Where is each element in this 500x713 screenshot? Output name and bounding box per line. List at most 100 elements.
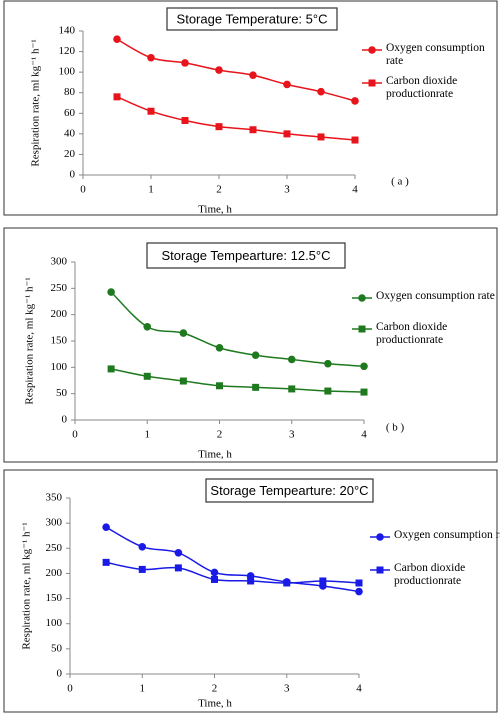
chart-title: Storage Tempearture: 12.5°C bbox=[162, 248, 331, 263]
data-point bbox=[288, 385, 296, 393]
data-point bbox=[252, 383, 260, 391]
data-point bbox=[351, 97, 359, 105]
x-axis-label: Time, h bbox=[198, 204, 232, 216]
legend-label: Oxygen consumption rate bbox=[386, 42, 485, 67]
title-box bbox=[146, 242, 346, 269]
y-tick-label: 20 bbox=[64, 148, 76, 160]
x-tick-label: 3 bbox=[284, 184, 290, 196]
annotation: ( b ) bbox=[386, 422, 405, 434]
title-box bbox=[205, 478, 374, 503]
x-tick-label: 0 bbox=[67, 683, 73, 695]
y-tick-label: 50 bbox=[51, 642, 63, 654]
data-point bbox=[107, 365, 115, 373]
data-point bbox=[283, 130, 291, 138]
x-tick-label: 2 bbox=[217, 429, 223, 441]
chart-title: Storage Tempearture: 20°C bbox=[210, 483, 368, 498]
legend-label: Carbon dioxide productionrate bbox=[394, 562, 466, 587]
data-point bbox=[247, 577, 255, 585]
panel-frame bbox=[3, 0, 498, 216]
data-point bbox=[360, 362, 368, 371]
data-point bbox=[181, 59, 189, 67]
legend-marker bbox=[358, 294, 366, 302]
y-axis-label: Respiration rate, ml kg⁻¹ h⁻¹ bbox=[24, 277, 36, 404]
legend-entry: Oxygen consumption rate bbox=[376, 290, 495, 302]
data-point bbox=[147, 107, 155, 115]
data-point bbox=[179, 329, 188, 337]
data-point bbox=[216, 382, 223, 390]
data-point bbox=[215, 123, 223, 131]
data-point bbox=[138, 542, 147, 551]
panel-frame bbox=[3, 227, 498, 463]
legend-label: Carbon dioxide productionrate bbox=[386, 75, 458, 100]
legend-entry: Carbon dioxide productionrate bbox=[386, 75, 458, 100]
y-tick-label: 200 bbox=[46, 567, 63, 579]
y-tick-label: 50 bbox=[56, 387, 68, 399]
y-tick-label: 140 bbox=[59, 25, 76, 37]
x-axis-label: Time, h bbox=[198, 449, 232, 461]
y-tick-label: 0 bbox=[70, 169, 76, 181]
x-axis-label: Time, h bbox=[198, 698, 232, 710]
data-point bbox=[179, 377, 187, 385]
y-tick-label: 80 bbox=[64, 86, 76, 98]
legend-marker bbox=[358, 325, 366, 333]
data-point bbox=[324, 359, 332, 368]
data-point bbox=[283, 80, 291, 89]
x-tick-label: 1 bbox=[148, 184, 154, 196]
data-point bbox=[287, 355, 296, 364]
annotation: ( a ) bbox=[391, 176, 409, 188]
legend-entry: Carbon dioxide productionrate bbox=[376, 321, 447, 346]
legend-marker bbox=[376, 533, 384, 541]
data-point bbox=[355, 587, 363, 596]
y-axis-label: Respiration rate, ml kg⁻¹ h⁻¹ bbox=[30, 39, 42, 166]
data-point bbox=[174, 549, 183, 557]
x-tick-label: 4 bbox=[356, 683, 362, 695]
x-tick-label: 0 bbox=[72, 429, 78, 441]
data-point bbox=[351, 136, 359, 144]
data-point bbox=[113, 35, 121, 44]
legend-marker bbox=[368, 46, 376, 54]
data-point bbox=[211, 575, 218, 583]
x-tick-label: 2 bbox=[212, 683, 218, 695]
y-tick-label: 0 bbox=[57, 668, 63, 680]
y-tick-label: 350 bbox=[46, 492, 63, 504]
legend-entry: Oxygen consumption rate bbox=[386, 42, 485, 67]
data-point bbox=[143, 322, 152, 331]
y-tick-label: 150 bbox=[46, 592, 63, 604]
data-point bbox=[319, 577, 327, 585]
legend-marker bbox=[368, 79, 376, 87]
data-point bbox=[283, 579, 291, 587]
legend-entry: Carbon dioxide productionrate bbox=[394, 562, 466, 587]
x-tick-label: 3 bbox=[284, 683, 290, 695]
x-tick-label: 3 bbox=[289, 429, 295, 441]
data-point bbox=[215, 344, 224, 352]
legend-label: Oxygen consumption rate bbox=[394, 529, 500, 541]
y-tick-label: 120 bbox=[59, 45, 76, 57]
legend-entry: Oxygen consumption rate bbox=[394, 529, 500, 541]
x-tick-label: 1 bbox=[145, 429, 151, 441]
data-point bbox=[360, 388, 368, 396]
data-point bbox=[249, 71, 257, 80]
chart-title: Storage Temperature: 5°C bbox=[177, 11, 328, 26]
title-box bbox=[166, 7, 338, 31]
y-tick-label: 250 bbox=[51, 282, 68, 294]
y-tick-label: 100 bbox=[51, 361, 68, 373]
y-tick-label: 40 bbox=[64, 127, 76, 139]
data-point bbox=[107, 288, 115, 296]
data-point bbox=[138, 565, 146, 573]
y-tick-label: 100 bbox=[46, 617, 63, 629]
y-axis-label: Respiration rate, ml kg⁻¹ h⁻¹ bbox=[21, 522, 33, 649]
data-point bbox=[317, 133, 325, 141]
x-tick-label: 2 bbox=[216, 184, 222, 196]
data-point bbox=[181, 116, 189, 124]
data-point bbox=[215, 66, 223, 74]
data-point bbox=[113, 93, 121, 101]
y-tick-label: 250 bbox=[46, 542, 63, 554]
x-tick-label: 0 bbox=[80, 184, 86, 196]
data-point bbox=[174, 564, 182, 572]
legend-marker bbox=[376, 566, 384, 574]
data-point bbox=[147, 53, 155, 62]
panel-frame bbox=[3, 469, 498, 713]
data-point bbox=[324, 387, 332, 395]
data-point bbox=[102, 558, 110, 566]
